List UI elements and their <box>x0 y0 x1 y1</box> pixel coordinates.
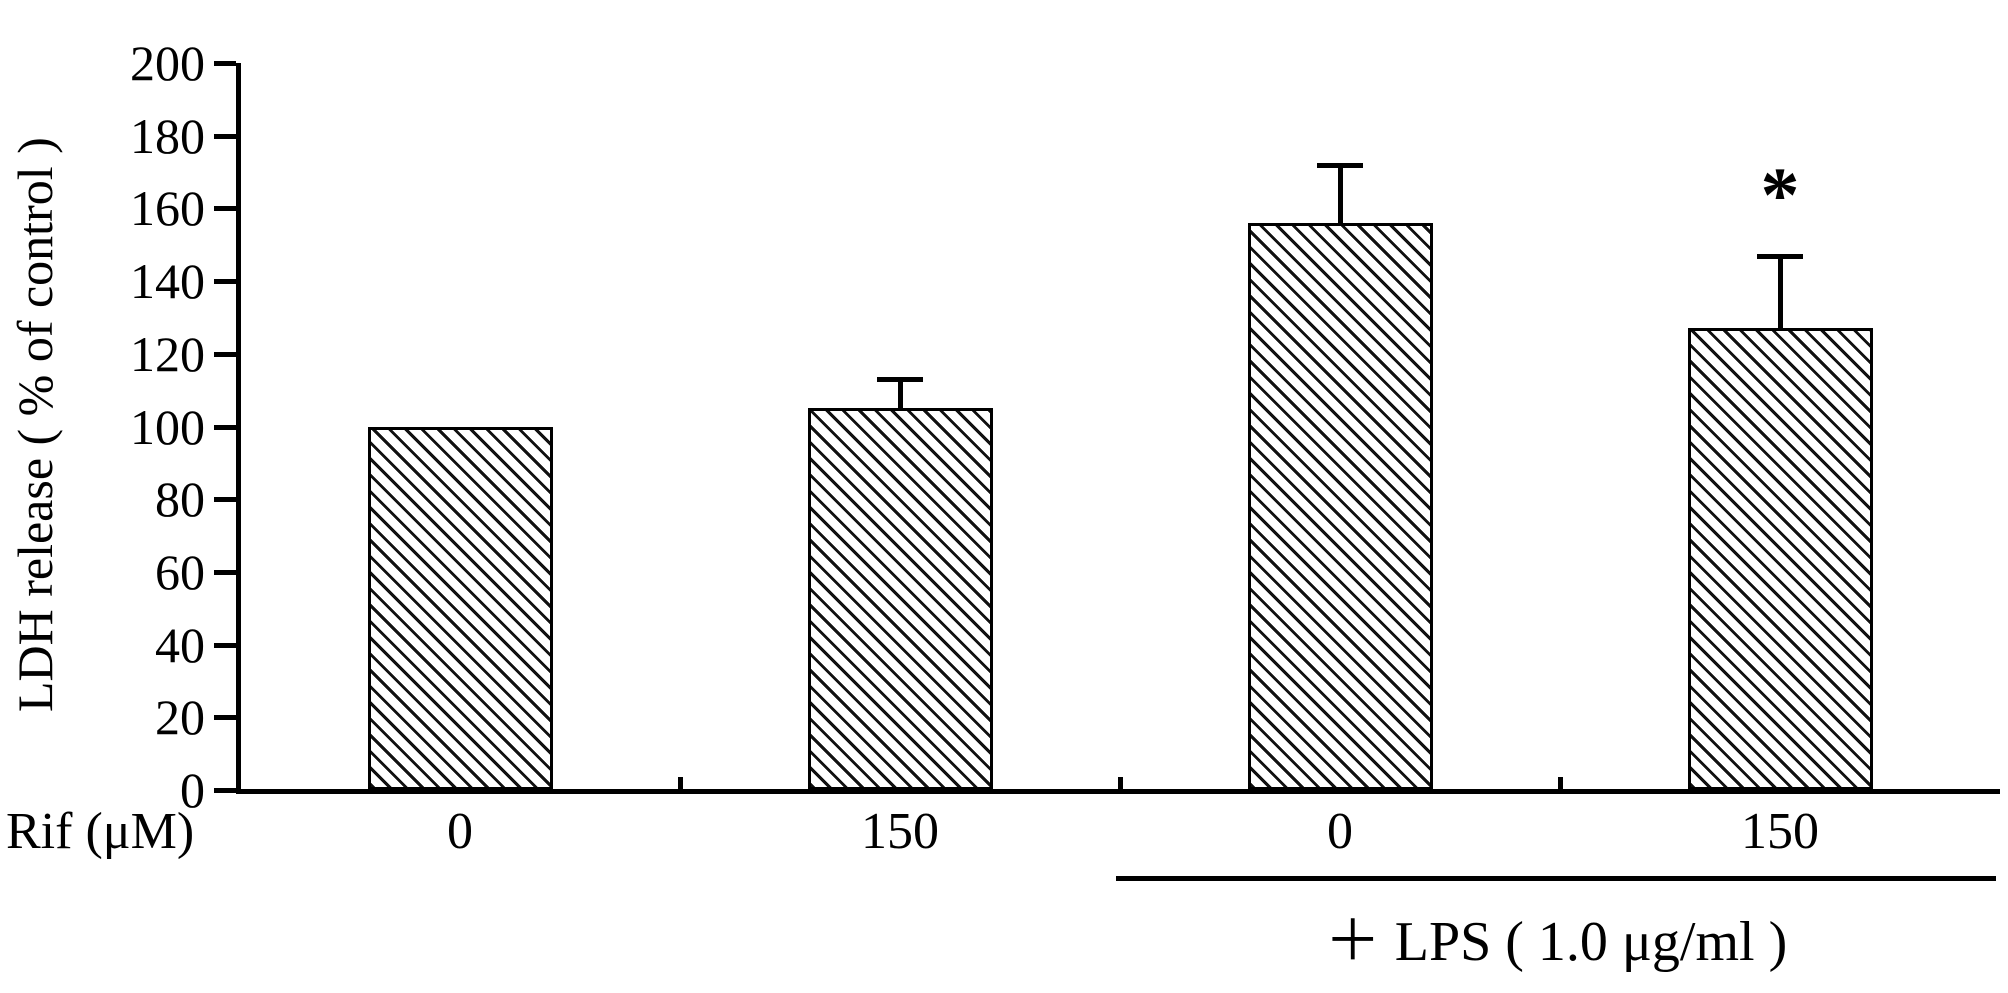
bar-0-0 <box>367 426 553 790</box>
x-tick-label: 150 <box>861 803 939 860</box>
error-bar-cap <box>1757 253 1803 259</box>
y-tick-label: 40 <box>155 616 205 673</box>
x-axis-title: Rif (μM) <box>6 803 195 860</box>
error-bar-stem <box>1778 255 1783 329</box>
bar-0-2 <box>1247 222 1433 790</box>
y-tick-label: 100 <box>130 398 205 455</box>
x-axis-boundary-tick <box>678 777 683 790</box>
y-tick-label: 60 <box>155 543 205 600</box>
x-tick-label: 150 <box>1741 803 1819 860</box>
y-tick-mark <box>214 133 236 139</box>
y-axis-line <box>236 63 241 794</box>
error-bar-stem <box>898 379 903 409</box>
y-tick-mark <box>214 569 236 575</box>
x-tick-label: 0 <box>447 803 473 860</box>
y-tick-label: 0 <box>180 762 205 818</box>
error-bar-cap <box>1317 162 1363 168</box>
lps-group-line <box>1116 876 1996 881</box>
y-tick-label: 20 <box>155 689 205 746</box>
y-tick-label: 140 <box>130 253 205 310</box>
y-tick-mark <box>214 424 236 430</box>
y-tick-label: 120 <box>130 325 205 382</box>
y-tick-label: 180 <box>130 107 205 164</box>
y-tick-mark <box>214 642 236 648</box>
error-bar-cap <box>877 377 923 383</box>
x-axis-boundary-tick <box>1558 777 1563 790</box>
y-tick-label: 160 <box>130 180 205 237</box>
bar-150-3 <box>1687 328 1873 790</box>
error-bar-stem <box>1338 164 1343 223</box>
y-tick-mark <box>214 61 236 66</box>
x-axis-boundary-tick <box>1118 777 1123 790</box>
lps-group-label: ＋ LPS ( 1.0 μg/ml ) <box>1324 911 1788 973</box>
y-tick-mark <box>214 497 236 503</box>
x-tick-label: 0 <box>1327 803 1353 860</box>
y-tick-mark <box>214 788 236 793</box>
x-axis-line <box>236 789 2000 794</box>
y-tick-mark <box>214 206 236 212</box>
y-tick-label: 200 <box>130 35 205 91</box>
y-tick-mark <box>214 715 236 721</box>
bar-150-1 <box>807 408 993 790</box>
y-tick-label: 80 <box>155 471 205 528</box>
y-tick-mark <box>214 279 236 285</box>
significance-asterisk: * <box>1760 150 1800 238</box>
y-tick-mark <box>214 351 236 357</box>
